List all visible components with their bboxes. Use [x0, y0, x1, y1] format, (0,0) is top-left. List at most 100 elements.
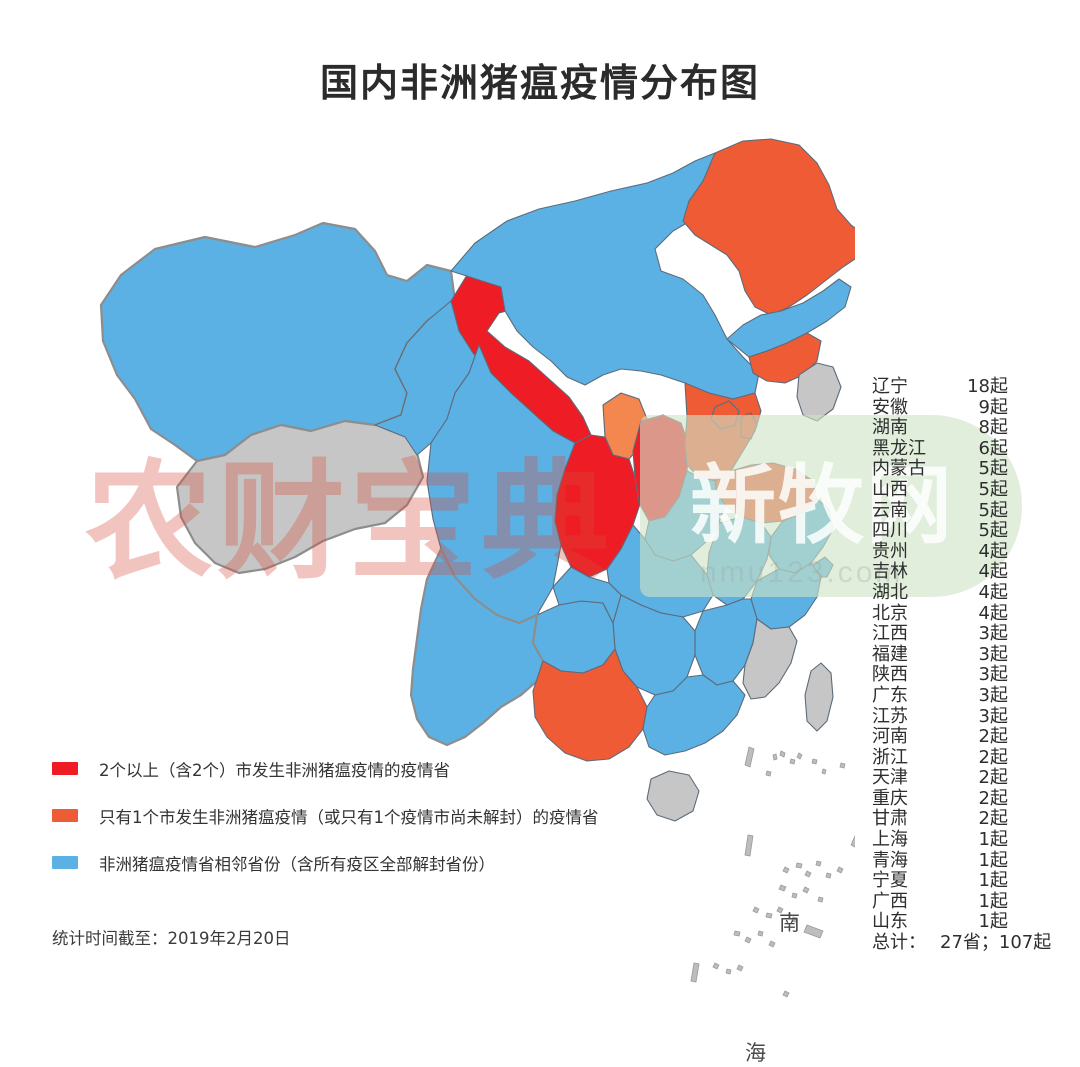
province-case-row: 湖北 4起	[872, 578, 1022, 603]
province-case-count: 3起	[978, 623, 1008, 645]
legend: 2个以上（含2个）市发生非洲猪瘟疫情的疫情省 只有1个市发生非洲猪瘟疫情（或只有…	[52, 745, 752, 886]
province-case-list: 辽宁 18起 安徽 9起 湖南 8起 黑龙江 6起 内蒙古 5起 山西 5起 云南 5起 四川 5起 贵州 4起吉…	[872, 372, 1022, 932]
province-name: 青海	[872, 849, 908, 871]
province-case-row: 北京 4起	[872, 599, 1022, 624]
south-china-sea-islands	[690, 746, 855, 998]
legend-swatch-red-icon	[52, 762, 78, 775]
province-name: 江西	[872, 623, 908, 645]
province-case-row: 宁夏 1起	[872, 866, 1022, 891]
total-summary: 总计： 27省；107起	[872, 928, 1051, 954]
province-name: 山西	[872, 478, 908, 500]
province-case-count: 2起	[978, 787, 1008, 809]
province-case-count: 4起	[978, 561, 1008, 583]
province-case-count: 4起	[978, 581, 1008, 603]
province-name: 四川	[872, 520, 908, 542]
region-gray-northeast	[796, 362, 842, 422]
province-name: 湖南	[872, 417, 908, 439]
total-label: 总计：	[872, 932, 926, 953]
province-case-row: 吉林 4起	[872, 557, 1022, 582]
province-name: 内蒙古	[872, 458, 926, 480]
province-name: 云南	[872, 499, 908, 521]
footnote-statistics-date: 统计时间截至：2019年2月20日	[52, 929, 291, 948]
province-case-count: 4起	[978, 602, 1008, 624]
province-case-row: 青海 1起	[872, 846, 1022, 871]
region-tibet	[175, 413, 425, 575]
province-case-count: 3起	[978, 684, 1008, 706]
province-case-row: 山东 1起	[872, 907, 1022, 932]
province-case-count: 5起	[978, 478, 1008, 500]
region-inner-mongolia	[450, 152, 760, 400]
province-case-row: 贵州 4起	[872, 537, 1022, 562]
province-case-count: 1起	[978, 911, 1008, 933]
region-fujian	[742, 618, 798, 700]
province-name: 宁夏	[872, 870, 908, 892]
province-name: 陕西	[872, 664, 908, 686]
province-name: 山东	[872, 911, 908, 933]
province-case-row: 广东 3起	[872, 681, 1022, 706]
province-case-row: 辽宁 18起	[872, 372, 1022, 397]
region-liaoning	[748, 332, 822, 384]
province-case-row: 甘肃 2起	[872, 804, 1022, 829]
province-case-count: 3起	[978, 643, 1008, 665]
province-name: 广西	[872, 890, 908, 912]
page-title: 国内非洲猪瘟疫情分布图	[319, 61, 760, 105]
province-name: 天津	[872, 767, 908, 789]
total-cases: 107起	[998, 932, 1052, 953]
province-case-count: 3起	[978, 664, 1008, 686]
total-provinces: 27省；	[940, 932, 999, 953]
province-name: 广东	[872, 684, 908, 706]
province-case-count: 3起	[978, 705, 1008, 727]
province-case-row: 河南 2起	[872, 722, 1022, 747]
province-case-row: 云南 5起	[872, 496, 1022, 521]
region-hainan	[646, 770, 700, 822]
legend-item-blue: 非洲猪瘟疫情省相邻省份（含所有疫区全部解封省份）	[52, 839, 752, 886]
province-case-row: 内蒙古 5起	[872, 454, 1022, 479]
region-heilongjiang	[682, 138, 855, 316]
province-case-count: 5起	[978, 499, 1008, 521]
province-case-count: 5起	[978, 458, 1008, 480]
province-case-row: 湖南 8起	[872, 413, 1022, 438]
province-case-count: 2起	[978, 808, 1008, 830]
region-guangdong	[642, 674, 746, 756]
province-case-row: 陕西 3起	[872, 660, 1022, 685]
province-case-count: 2起	[978, 726, 1008, 748]
province-case-row: 浙江 2起	[872, 743, 1022, 768]
province-name: 辽宁	[872, 376, 908, 397]
province-case-count: 1起	[978, 849, 1008, 871]
province-case-row: 四川 5起	[872, 516, 1022, 541]
province-case-count: 1起	[978, 890, 1008, 912]
province-case-count: 2起	[978, 767, 1008, 789]
province-name: 河南	[872, 726, 908, 748]
legend-swatch-orange-icon	[52, 809, 78, 822]
province-case-row: 广西 1起	[872, 887, 1022, 912]
province-case-count: 8起	[978, 417, 1008, 439]
province-case-row: 江苏 3起	[872, 702, 1022, 727]
legend-swatch-blue-icon	[52, 856, 78, 869]
province-name: 上海	[872, 829, 908, 851]
province-case-count: 2起	[978, 746, 1008, 768]
province-case-count: 5起	[978, 520, 1008, 542]
province-name: 浙江	[872, 746, 908, 768]
province-case-row: 福建 3起	[872, 640, 1022, 665]
legend-label-orange: 只有1个市发生非洲猪瘟疫情（或只有1个疫情市尚未解封）的疫情省	[99, 807, 599, 827]
province-case-row: 重庆 2起	[872, 784, 1022, 809]
province-name: 甘肃	[872, 808, 908, 830]
legend-item-red: 2个以上（含2个）市发生非洲猪瘟疫情的疫情省	[52, 745, 752, 792]
province-name: 安徽	[872, 396, 908, 418]
province-name: 江苏	[872, 705, 908, 727]
province-name: 重庆	[872, 787, 908, 809]
province-name: 湖北	[872, 581, 908, 603]
province-case-count: 9起	[978, 396, 1008, 418]
province-case-count: 4起	[978, 540, 1008, 562]
province-case-count: 1起	[978, 829, 1008, 851]
province-case-count: 18起	[967, 376, 1008, 397]
legend-item-orange: 只有1个市发生非洲猪瘟疫情（或只有1个疫情市尚未解封）的疫情省	[52, 792, 752, 839]
province-case-row: 山西 5起	[872, 475, 1022, 500]
province-case-row: 天津 2起	[872, 763, 1022, 788]
region-zhejiang	[750, 562, 822, 630]
region-yunnan	[409, 547, 545, 747]
province-name: 北京	[872, 602, 908, 624]
province-name: 贵州	[872, 540, 908, 562]
province-name: 福建	[872, 643, 908, 665]
province-case-count: 6起	[978, 437, 1008, 459]
